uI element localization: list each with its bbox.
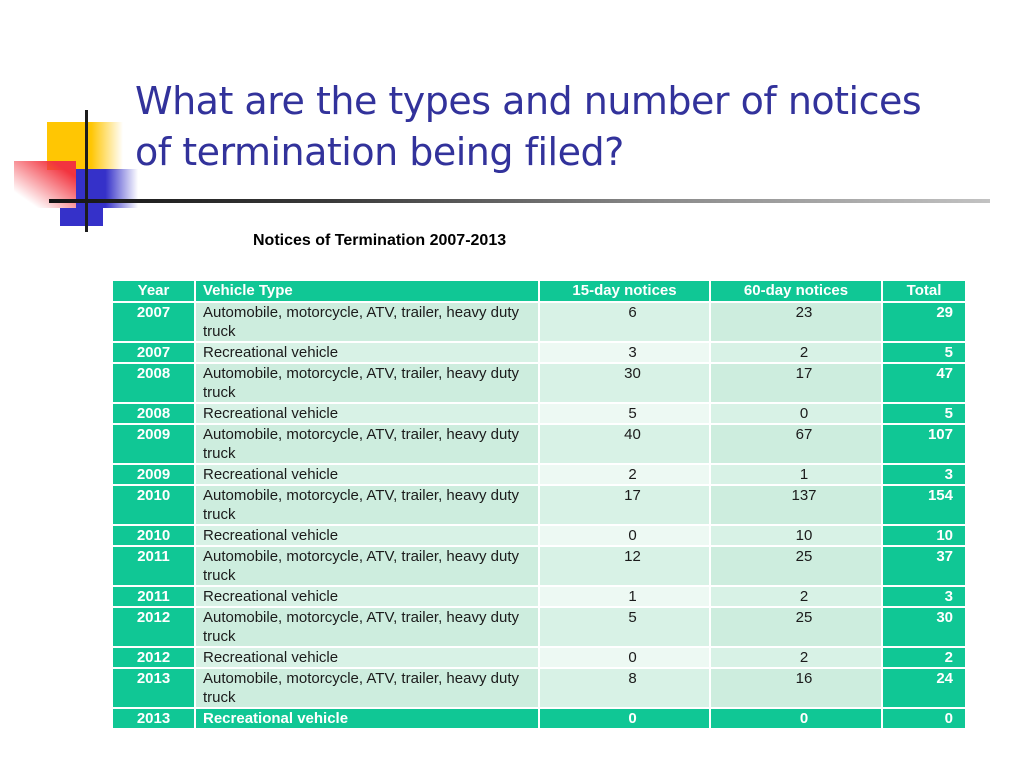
count-15day-cell: 0	[540, 648, 709, 667]
vehicle-cell: Automobile, motorcycle, ATV, trailer, he…	[196, 303, 538, 341]
count-15day-cell: 17	[540, 486, 709, 524]
count-15day-cell: 30	[540, 364, 709, 402]
vehicle-cell: Recreational vehicle	[196, 587, 538, 606]
vehicle-cell: Recreational vehicle	[196, 465, 538, 484]
count-60day-cell: 1	[711, 465, 881, 484]
count-15day-cell: 1	[540, 587, 709, 606]
count-15day-cell: 3	[540, 343, 709, 362]
vehicle-cell: Recreational vehicle	[196, 404, 538, 423]
count-60day-cell: 25	[711, 547, 881, 585]
count-15day-cell: 40	[540, 425, 709, 463]
table-title: Notices of Termination 2007-2013	[253, 232, 507, 249]
count-60day-cell: 10	[711, 526, 881, 545]
vehicle-cell: Recreational vehicle	[196, 648, 538, 667]
count-15day-cell: 12	[540, 547, 709, 585]
count-60day-cell: 25	[711, 608, 881, 646]
year-cell: 2011	[113, 547, 194, 585]
total-cell: 107	[883, 425, 965, 463]
year-cell: 2009	[113, 465, 194, 484]
count-15day-cell: 0	[540, 526, 709, 545]
count-60day-cell: 67	[711, 425, 881, 463]
count-60day-cell: 137	[711, 486, 881, 524]
page-title-line1: What are the types and number of notices	[135, 79, 922, 123]
count-60day-cell: 17	[711, 364, 881, 402]
total-cell: 37	[883, 547, 965, 585]
year-cell: 2010	[113, 526, 194, 545]
total-cell: 24	[883, 669, 965, 707]
notices-table: Year Vehicle Type 15-day notices 60-day not…	[113, 281, 965, 728]
column-header-total: Total	[883, 281, 965, 301]
vehicle-cell: Recreational vehicle	[196, 526, 538, 545]
year-cell: 2010	[113, 486, 194, 524]
count-60day-cell: 2	[711, 648, 881, 667]
total-cell: 5	[883, 343, 965, 362]
year-cell: 2008	[113, 364, 194, 402]
vehicle-cell: Automobile, motorcycle, ATV, trailer, he…	[196, 486, 538, 524]
total-cell: 3	[883, 587, 965, 606]
total-cell: 47	[883, 364, 965, 402]
year-cell: 2011	[113, 587, 194, 606]
vehicle-cell: Automobile, motorcycle, ATV, trailer, he…	[196, 547, 538, 585]
total-cell: 5	[883, 404, 965, 423]
total-cell: 29	[883, 303, 965, 341]
count-15day-cell: 2	[540, 465, 709, 484]
column-header-60-day-notices: 60-day notices	[711, 281, 881, 301]
vertical-line-decor	[85, 110, 88, 232]
count-60day-cell: 23	[711, 303, 881, 341]
count-15day-cell: 5	[540, 608, 709, 646]
count-15day-cell: 6	[540, 303, 709, 341]
count-60day-cell: 2	[711, 587, 881, 606]
vehicle-cell: Automobile, motorcycle, ATV, trailer, he…	[196, 425, 538, 463]
year-cell: 2013	[113, 709, 194, 728]
year-cell: 2007	[113, 303, 194, 341]
total-cell: 3	[883, 465, 965, 484]
count-15day-cell: 8	[540, 669, 709, 707]
year-cell: 2013	[113, 669, 194, 707]
total-cell: 154	[883, 486, 965, 524]
count-15day-cell: 5	[540, 404, 709, 423]
page-title: What are the types and number of notices…	[135, 76, 1015, 178]
year-cell: 2008	[113, 404, 194, 423]
vehicle-cell: Recreational vehicle	[196, 343, 538, 362]
column-header-year: Year	[113, 281, 194, 301]
page-title-line2: of termination being filed?	[135, 130, 624, 174]
blue-square-tail-decor	[60, 208, 103, 226]
total-cell: 30	[883, 608, 965, 646]
column-header-15-day-notices: 15-day notices	[540, 281, 709, 301]
count-60day-cell: 0	[711, 709, 881, 728]
vehicle-cell: Automobile, motorcycle, ATV, trailer, he…	[196, 364, 538, 402]
total-cell: 10	[883, 526, 965, 545]
count-60day-cell: 16	[711, 669, 881, 707]
vehicle-cell: Recreational vehicle	[196, 709, 538, 728]
count-15day-cell: 0	[540, 709, 709, 728]
count-60day-cell: 0	[711, 404, 881, 423]
year-cell: 2012	[113, 648, 194, 667]
year-cell: 2009	[113, 425, 194, 463]
year-cell: 2012	[113, 608, 194, 646]
vehicle-cell: Automobile, motorcycle, ATV, trailer, he…	[196, 608, 538, 646]
column-header-vehicle-type: Vehicle Type	[196, 281, 538, 301]
total-cell: 0	[883, 709, 965, 728]
title-divider-rule	[49, 199, 990, 203]
vehicle-cell: Automobile, motorcycle, ATV, trailer, he…	[196, 669, 538, 707]
total-cell: 2	[883, 648, 965, 667]
count-60day-cell: 2	[711, 343, 881, 362]
year-cell: 2007	[113, 343, 194, 362]
